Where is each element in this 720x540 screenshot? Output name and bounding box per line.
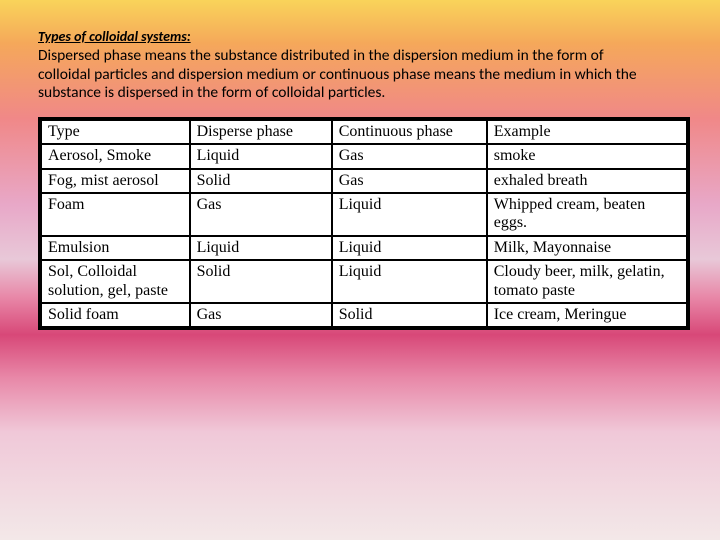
table-row: Aerosol, SmokeLiquidGassmoke xyxy=(41,144,687,168)
table-cell: Cloudy beer, milk, gelatin, tomato paste xyxy=(487,260,687,303)
table-header-cell: Type xyxy=(41,120,190,144)
table-cell: Liquid xyxy=(332,260,487,303)
table-cell: exhaled breath xyxy=(487,169,687,193)
colloidal-table-wrap: TypeDisperse phaseContinuous phaseExampl… xyxy=(38,117,690,331)
table-header-cell: Example xyxy=(487,120,687,144)
table-cell: Solid xyxy=(190,260,332,303)
section-heading: Types of colloidal systems: xyxy=(38,28,690,45)
table-cell: Fog, mist aerosol xyxy=(41,169,190,193)
table-cell: Solid foam xyxy=(41,303,190,327)
table-row: Fog, mist aerosolSolidGasexhaled breath xyxy=(41,169,687,193)
table-row: Solid foamGasSolidIce cream, Meringue xyxy=(41,303,687,327)
table-cell: Foam xyxy=(41,193,190,236)
table-cell: Liquid xyxy=(332,236,487,260)
section-description: Dispersed phase means the substance dist… xyxy=(38,47,658,103)
table-cell: Solid xyxy=(332,303,487,327)
table-row: TypeDisperse phaseContinuous phaseExampl… xyxy=(41,120,687,144)
table-cell: Gas xyxy=(190,303,332,327)
table-row: Sol, Colloidal solution, gel, pasteSolid… xyxy=(41,260,687,303)
table-cell: smoke xyxy=(487,144,687,168)
table-cell: Gas xyxy=(332,169,487,193)
table-cell: Emulsion xyxy=(41,236,190,260)
table-cell: Ice cream, Meringue xyxy=(487,303,687,327)
colloidal-table: TypeDisperse phaseContinuous phaseExampl… xyxy=(40,119,688,329)
table-cell: Sol, Colloidal solution, gel, paste xyxy=(41,260,190,303)
table-row: FoamGasLiquidWhipped cream, beaten eggs. xyxy=(41,193,687,236)
table-cell: Whipped cream, beaten eggs. xyxy=(487,193,687,236)
table-cell: Liquid xyxy=(190,236,332,260)
table-cell: Gas xyxy=(332,144,487,168)
table-header-cell: Disperse phase xyxy=(190,120,332,144)
table-header-cell: Continuous phase xyxy=(332,120,487,144)
table-cell: Liquid xyxy=(332,193,487,236)
table-cell: Solid xyxy=(190,169,332,193)
table-cell: Liquid xyxy=(190,144,332,168)
table-row: EmulsionLiquidLiquidMilk, Mayonnaise xyxy=(41,236,687,260)
table-cell: Milk, Mayonnaise xyxy=(487,236,687,260)
table-cell: Gas xyxy=(190,193,332,236)
table-cell: Aerosol, Smoke xyxy=(41,144,190,168)
